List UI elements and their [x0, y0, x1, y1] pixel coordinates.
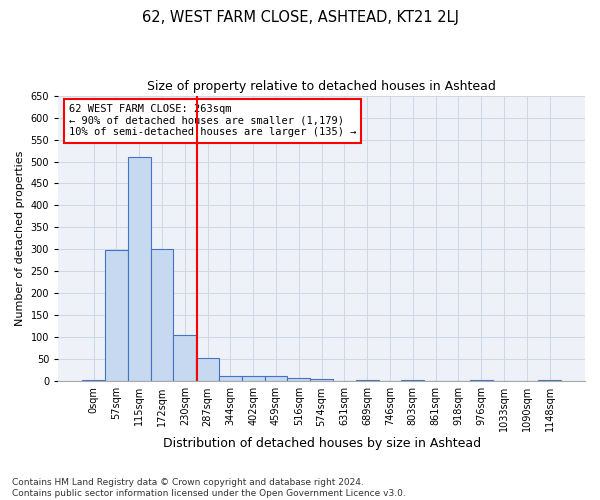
Bar	[128, 157, 151, 382]
Text: 62, WEST FARM CLOSE, ASHTEAD, KT21 2LJ: 62, WEST FARM CLOSE, ASHTEAD, KT21 2LJ	[142, 10, 458, 25]
Text: Contains HM Land Registry data © Crown copyright and database right 2024.
Contai: Contains HM Land Registry data © Crown c…	[12, 478, 406, 498]
Bar	[470, 380, 493, 382]
X-axis label: Distribution of detached houses by size in Ashtead: Distribution of detached houses by size …	[163, 437, 481, 450]
Bar	[310, 379, 333, 382]
Bar	[538, 380, 561, 382]
Bar	[173, 334, 196, 382]
Bar	[151, 249, 173, 382]
Bar	[287, 378, 310, 382]
Bar	[242, 376, 265, 382]
Bar	[265, 376, 287, 382]
Bar	[82, 380, 105, 382]
Y-axis label: Number of detached properties: Number of detached properties	[15, 151, 25, 326]
Bar	[196, 358, 219, 382]
Title: Size of property relative to detached houses in Ashtead: Size of property relative to detached ho…	[147, 80, 496, 93]
Bar	[219, 376, 242, 382]
Bar	[105, 250, 128, 382]
Bar	[401, 380, 424, 382]
Text: 62 WEST FARM CLOSE: 263sqm
← 90% of detached houses are smaller (1,179)
10% of s: 62 WEST FARM CLOSE: 263sqm ← 90% of deta…	[69, 104, 356, 138]
Bar	[356, 380, 379, 382]
